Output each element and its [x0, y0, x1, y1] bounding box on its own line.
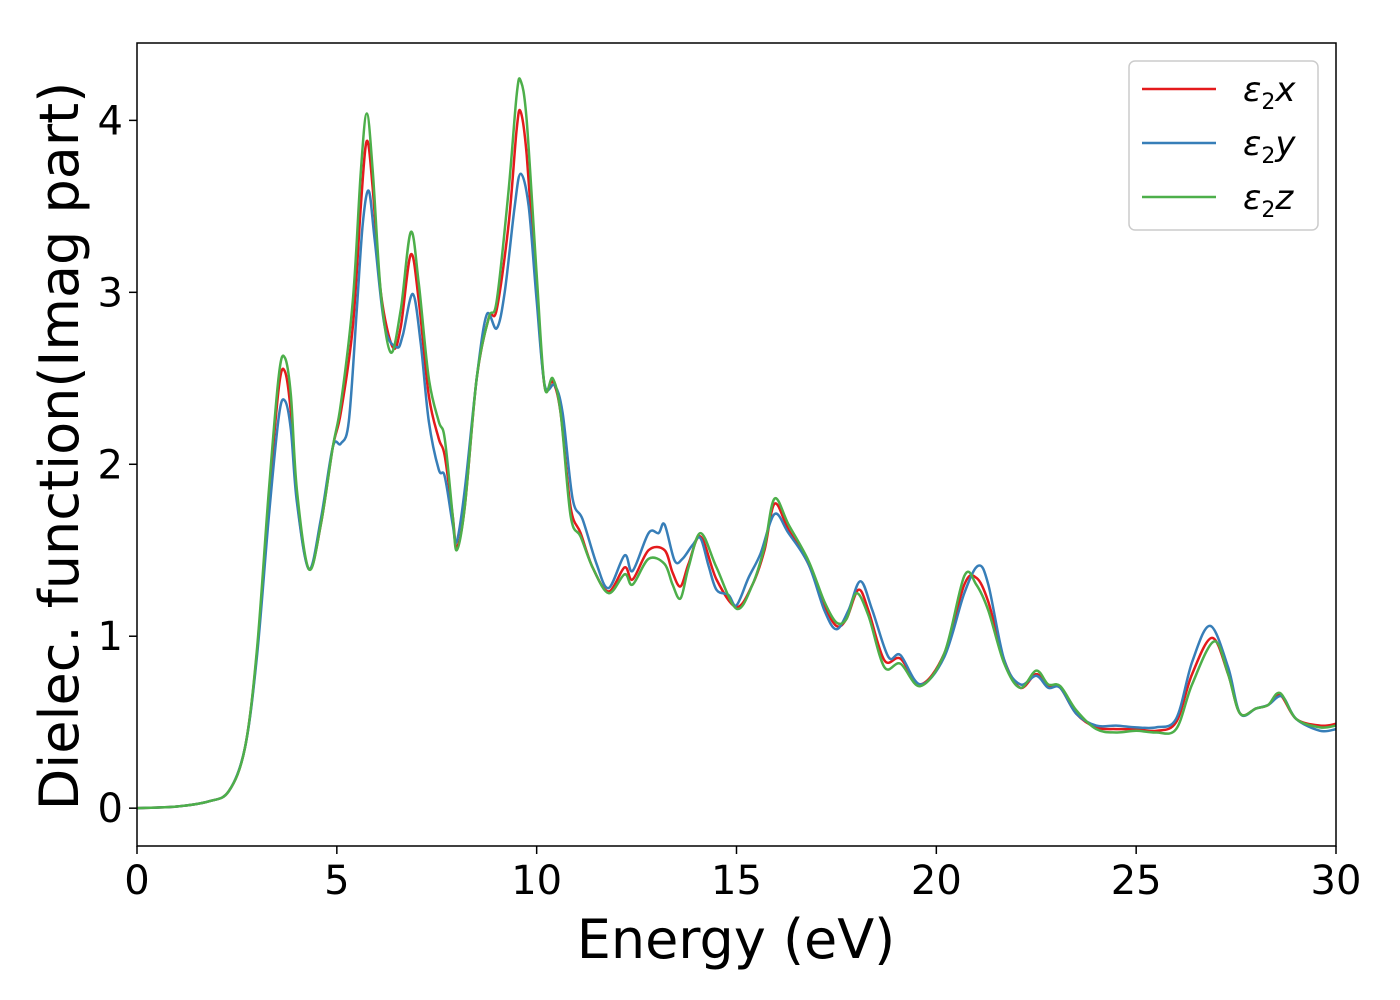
series-line-y: [136, 172, 1337, 810]
x-axis-title: Energy (eV): [577, 908, 896, 971]
legend-label-y: ε2y: [1243, 124, 1296, 169]
y-tick-label: 0: [98, 786, 123, 832]
y-tick-label: 2: [98, 442, 123, 488]
plot-lines: [136, 77, 1337, 810]
y-tick-label: 3: [98, 270, 123, 316]
x-tick-label: 25: [1111, 858, 1162, 904]
x-tick-label: 10: [511, 858, 562, 904]
legend-box: [1128, 60, 1319, 231]
x-tick-label: 0: [124, 858, 149, 904]
x-axis-ticks: 0 5 10 15 20 25 30: [124, 846, 1361, 904]
y-tick-label: 4: [98, 98, 123, 144]
y-axis-title: Dielec. function(Imag part): [28, 82, 91, 811]
legend: ε2x ε2y ε2z: [1128, 60, 1319, 231]
y-axis-ticks: 0 1 2 3 4: [98, 98, 137, 832]
x-tick-label: 15: [711, 858, 762, 904]
y-tick-label: 1: [98, 614, 123, 660]
series-line-z: [136, 77, 1337, 810]
legend-label-z: ε2z: [1243, 178, 1294, 223]
x-tick-label: 5: [324, 858, 349, 904]
x-tick-label: 20: [911, 858, 962, 904]
x-tick-label: 30: [1311, 858, 1362, 904]
legend-label-x: ε2x: [1243, 70, 1296, 115]
